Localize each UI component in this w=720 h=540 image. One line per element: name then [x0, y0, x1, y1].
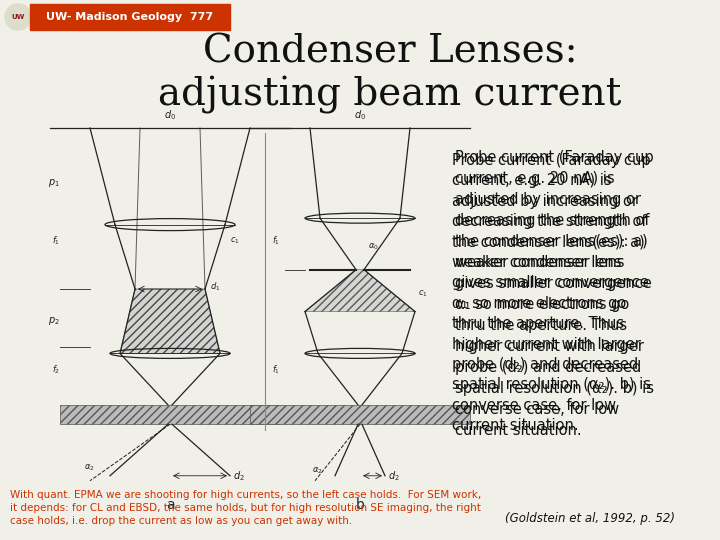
Text: $c_1$: $c_1$	[230, 235, 240, 246]
Text: $d_2$: $d_2$	[233, 469, 245, 483]
Text: Probe current (Faraday cup
current, e.g. 20 nA) is
adjusted by increasing or
dec: Probe current (Faraday cup current, e.g.…	[455, 150, 654, 438]
Text: $p_2$: $p_2$	[48, 315, 60, 327]
Text: adjusting beam current: adjusting beam current	[158, 76, 621, 114]
Bar	[30, 4, 230, 30]
Text: $f_2$: $f_2$	[52, 363, 60, 376]
Text: (Goldstein et al, 1992, p. 52): (Goldstein et al, 1992, p. 52)	[505, 512, 675, 525]
Text: $c_1$: $c_1$	[418, 288, 428, 299]
Text: $f_1$: $f_1$	[272, 234, 280, 247]
Text: $\alpha_2$: $\alpha_2$	[312, 465, 323, 476]
Text: a: a	[166, 498, 174, 512]
Polygon shape	[120, 289, 220, 353]
Text: $d_1$: $d_1$	[210, 281, 220, 293]
Text: Probe current (Faraday cup
current, e.g. 20 nA) is
adjusted by increasing or
dec: Probe current (Faraday cup current, e.g.…	[452, 153, 651, 433]
Bar	[250, 405, 470, 424]
Text: UW- Madison Geology  777: UW- Madison Geology 777	[46, 12, 214, 22]
Text: $\alpha_0$: $\alpha_0$	[368, 242, 379, 252]
Text: $\alpha_2$: $\alpha_2$	[84, 462, 95, 473]
Text: $f_1$: $f_1$	[272, 363, 280, 376]
Text: UW: UW	[12, 14, 24, 20]
Text: $d_2$: $d_2$	[388, 469, 400, 483]
Text: b: b	[356, 498, 364, 512]
Text: Condenser Lenses:: Condenser Lenses:	[203, 33, 577, 71]
Text: $p_1$: $p_1$	[48, 177, 60, 189]
Circle shape	[5, 4, 31, 30]
Polygon shape	[305, 269, 415, 312]
Text: With quant. EPMA we are shooting for high currents, so the left case holds.  For: With quant. EPMA we are shooting for hig…	[10, 490, 481, 526]
Text: $f_1$: $f_1$	[52, 234, 60, 247]
Bar	[60, 405, 280, 424]
Text: $d_0$: $d_0$	[164, 108, 176, 122]
Text: $d_0$: $d_0$	[354, 108, 366, 122]
